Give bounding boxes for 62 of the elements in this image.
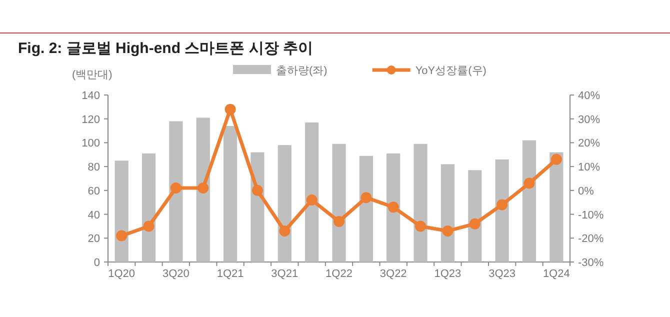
bar: [305, 122, 319, 262]
point: [224, 104, 236, 115]
point: [170, 182, 182, 194]
legend-label: 출하량(좌): [276, 65, 328, 77]
bar: [196, 118, 210, 262]
y-tick-label: 140: [82, 90, 100, 102]
y2-tick-label: 0%: [578, 185, 594, 198]
y-tick-label: 100: [82, 138, 100, 150]
y2-tick-label: -30%: [578, 257, 604, 269]
y-tick-label: 20: [88, 233, 100, 246]
x-tick-label: 1Q22: [326, 268, 352, 280]
x-tick-label: 1Q24: [542, 268, 570, 280]
point: [469, 218, 480, 230]
y2-tick-label: 30%: [578, 114, 600, 126]
legend-label: YoY성장률(우): [415, 65, 486, 77]
y2-tick-label: -20%: [578, 233, 604, 246]
point: [524, 178, 535, 189]
x-tick-label: 1Q21: [216, 268, 244, 280]
point: [496, 199, 508, 210]
bar: [169, 121, 183, 262]
x-tick-label: 3Q23: [488, 268, 516, 280]
y2-tick-label: -10%: [578, 209, 604, 222]
point: [442, 225, 454, 236]
x-tick-label: 1Q23: [434, 268, 462, 280]
x-tick-label: 3Q21: [271, 268, 298, 280]
point: [252, 184, 263, 196]
y-tick-label: 0: [94, 257, 100, 269]
point: [116, 230, 128, 242]
point: [550, 154, 562, 165]
bar: [114, 160, 128, 262]
point: [334, 216, 344, 227]
x-tick-label: 3Q22: [380, 268, 407, 280]
point: [143, 220, 154, 232]
bar: [495, 159, 509, 262]
y-axis-title: (백만대): [72, 69, 112, 81]
bar: [468, 170, 482, 262]
y2-tick-label: 20%: [578, 138, 600, 150]
x-tick-label: 1Q20: [108, 268, 136, 280]
point: [306, 194, 318, 206]
point: [360, 192, 372, 204]
point: [415, 220, 426, 232]
point: [279, 225, 290, 236]
bar: [224, 126, 238, 262]
y-tick-label: 40: [88, 209, 100, 222]
y2-tick-label: 10%: [578, 162, 600, 174]
point: [388, 202, 399, 213]
x-tick-label: 3Q20: [162, 268, 190, 280]
point: [198, 182, 209, 194]
bar: [386, 153, 400, 262]
y-tick-label: 120: [82, 114, 100, 126]
bar: [278, 145, 292, 262]
y2-tick-label: 40%: [578, 90, 600, 102]
bar: [359, 156, 373, 262]
bar: [522, 140, 536, 262]
bar: [440, 164, 454, 262]
bar: [550, 152, 564, 262]
y-tick-label: 60: [88, 185, 100, 198]
bar: [332, 144, 346, 262]
bar: [414, 144, 428, 262]
y-tick-label: 80: [88, 162, 100, 174]
bar: [142, 153, 156, 262]
chart-title: Fig. 2: 글로벌 High-end 스마트폰 시장 추이: [18, 40, 313, 57]
